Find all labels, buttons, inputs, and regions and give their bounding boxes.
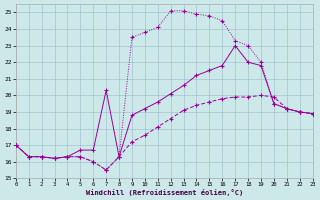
X-axis label: Windchill (Refroidissement éolien,°C): Windchill (Refroidissement éolien,°C) — [85, 189, 243, 196]
